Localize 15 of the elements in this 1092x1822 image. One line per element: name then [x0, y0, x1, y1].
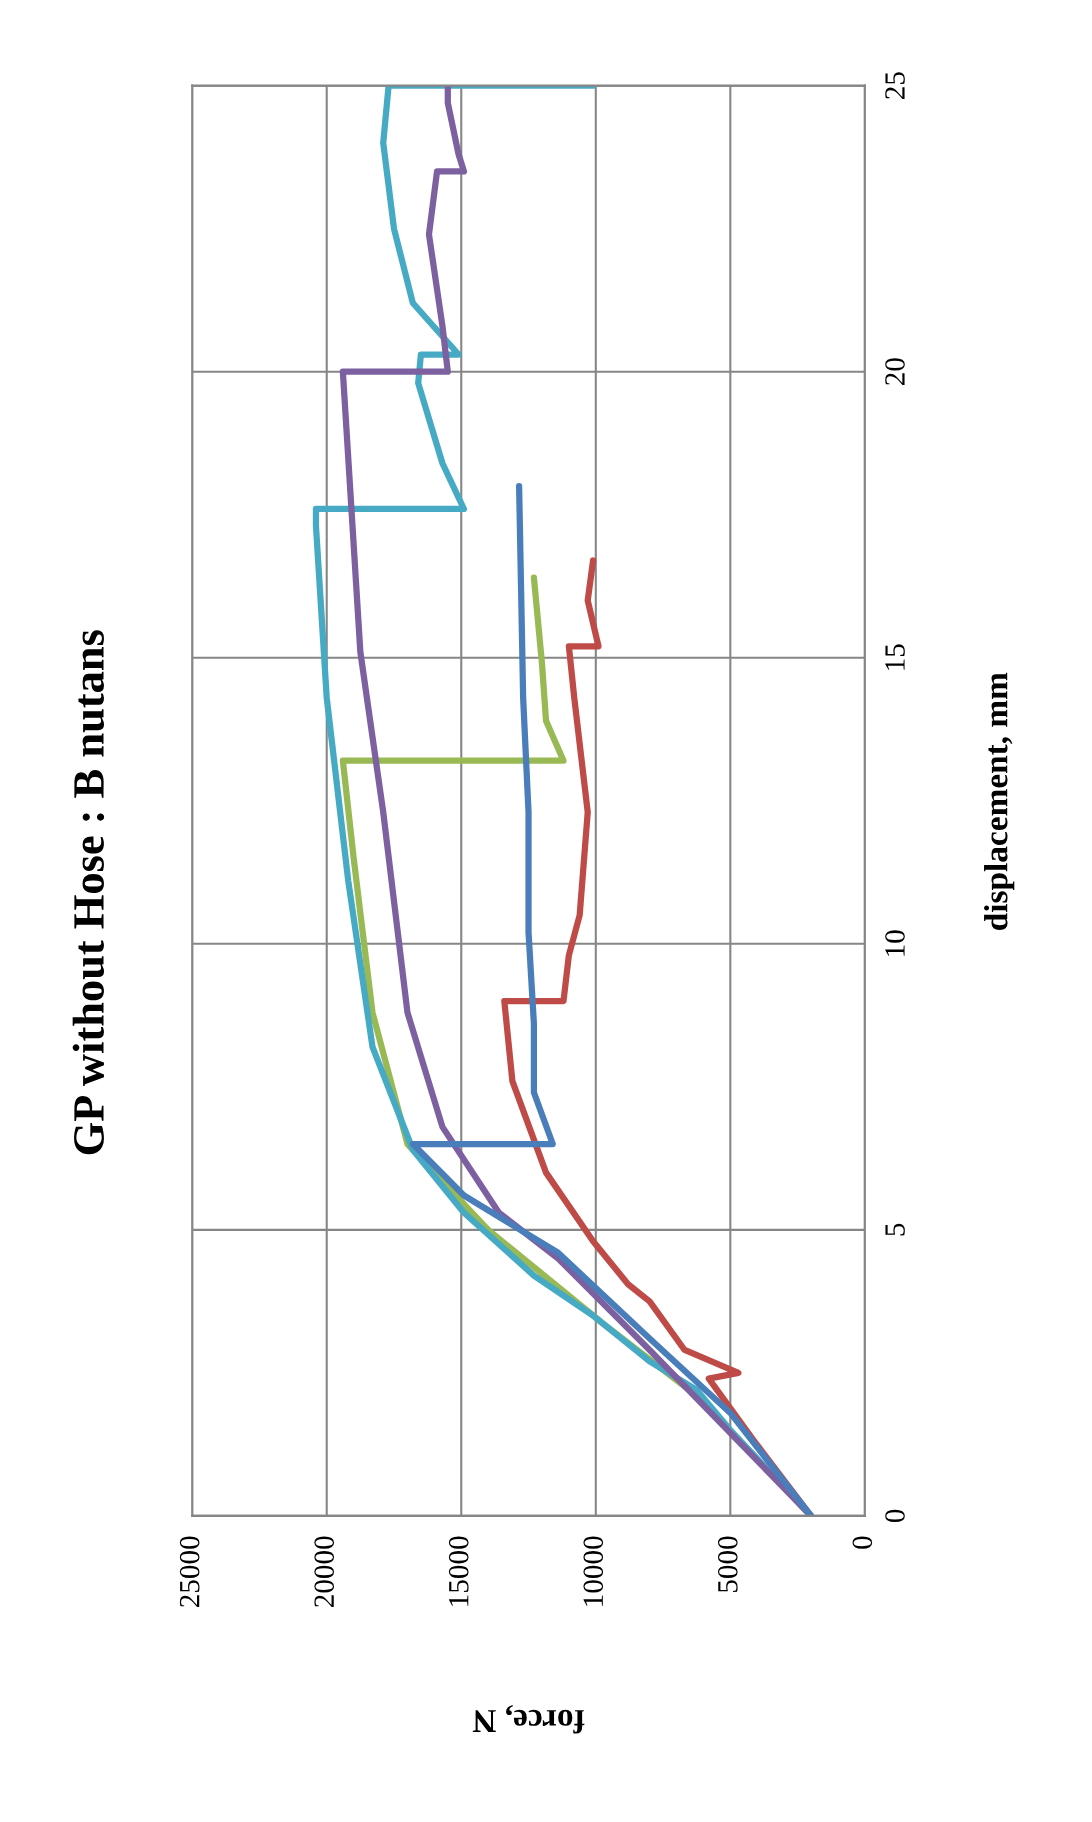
y-tick-label: 10 — [885, 930, 905, 956]
x-axis-title: force, N — [472, 1704, 585, 1734]
y-axis-title: displacement, mm — [984, 672, 1015, 930]
y-tick-label: 20 — [885, 358, 905, 385]
text: GP without Hose : B nutans — [72, 630, 105, 1155]
x-tick-label: 10000 — [583, 1536, 604, 1606]
x-tick-label: 15000 — [448, 1536, 469, 1606]
x-tick-label: 20000 — [314, 1536, 335, 1607]
x-tick-label: 0 — [852, 1536, 873, 1549]
x-tick-label: 5000 — [717, 1536, 738, 1592]
y-tick-label: 25 — [885, 72, 905, 99]
x-tick-label: 25000 — [179, 1536, 200, 1607]
y-tick-label: 5 — [885, 1223, 905, 1236]
y-tick-label: 0 — [885, 1509, 905, 1523]
y-tick-label: 15 — [885, 644, 905, 670]
